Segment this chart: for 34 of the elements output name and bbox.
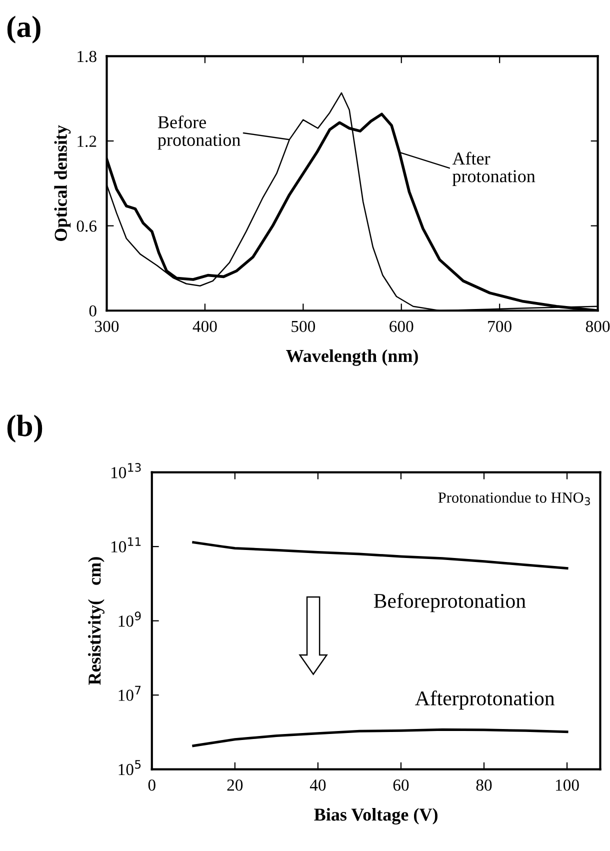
x-tick-label: 20 (227, 780, 243, 791)
series-label: Beforeprotonation (374, 593, 526, 612)
annotation: Protonationdue to HNO$_{3}$ (438, 492, 590, 506)
y-tick-label: 10$^{13}$ (111, 463, 141, 478)
y-tick-label: 1.2 (78, 136, 96, 147)
chart-title: (a) (7, 16, 40, 44)
x-tick-label: 400 (192, 320, 217, 332)
y-tick-label: 10$^{9}$ (118, 612, 141, 627)
y-tick-label: 0.6 (76, 220, 97, 232)
y-tick-label: 1.8 (78, 50, 96, 62)
annotation: Before protonation (158, 115, 240, 150)
x-axis-title: Bias Voltage (V) (314, 808, 438, 825)
line-series (192, 728, 568, 748)
y-tick-label: 0 (89, 305, 96, 317)
x-tick-label: 60 (393, 780, 409, 791)
y-tick-label: 10$^{7}$ (118, 686, 141, 701)
x-tick-label: 500 (292, 320, 316, 332)
series-label: Afterprotonation (415, 690, 555, 710)
x-tick-label: 80 (476, 780, 492, 791)
y-axis-title: Resistivity( cm) (88, 557, 104, 685)
x-tick-label: 100 (556, 780, 579, 791)
x-axis-title: Wavelength (nm) (286, 349, 418, 366)
annotation: After protonation (452, 152, 536, 186)
x-tick-label: 40 (310, 780, 326, 791)
x-tick-label: 600 (390, 320, 414, 332)
x-tick-label: 0 (148, 780, 156, 791)
y-tick-label: 10$^{11}$ (111, 537, 141, 552)
line-series (192, 541, 568, 570)
y-axis-title: Optical density (54, 125, 71, 241)
x-tick-label: 700 (488, 320, 512, 332)
y-tick-label: 10$^{5}$ (118, 760, 141, 776)
x-tick-label: 300 (95, 320, 119, 332)
chart-title: (b) (7, 414, 42, 443)
x-tick-label: 800 (586, 320, 610, 332)
